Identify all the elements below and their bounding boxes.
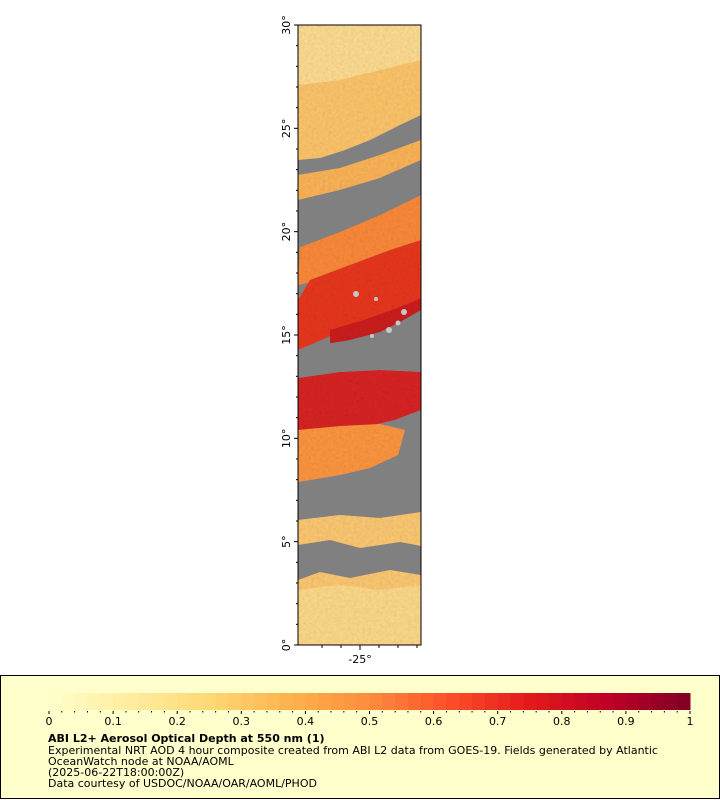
colorbar-tick-label: 1 (687, 715, 694, 728)
colorbar-tick-label: 0.2 (168, 715, 186, 728)
aod-region-core-dark (330, 298, 421, 350)
caption-line-1: Experimental NRT AOD 4 hour composite cr… (48, 744, 658, 757)
no-data-patch (298, 540, 421, 580)
latitude-axis: 0° 5° 10° 15° 20° 25° 30° (280, 15, 298, 651)
colorbar-cell (254, 693, 268, 710)
aod-field (298, 25, 421, 645)
colorbar-cell (74, 693, 88, 710)
colorbar-cell (433, 693, 447, 710)
colorbar-cell (241, 693, 255, 710)
lat-tick-label: 5° (280, 535, 293, 548)
colorbar-tick-label: 0.9 (617, 715, 635, 728)
colorbar-cell (613, 693, 627, 710)
islands (353, 291, 407, 338)
no-data-patch (298, 160, 421, 248)
colorbar-cell (638, 693, 653, 710)
colorbar-cell (279, 693, 294, 710)
lat-tick-label: 0° (280, 639, 293, 652)
lat-tick-label: 10° (280, 429, 293, 449)
colorbar-cell (587, 693, 601, 710)
colorbar-tick-label: 0 (46, 715, 53, 728)
colorbar-cell (625, 693, 640, 710)
colorbar-cell (407, 693, 422, 710)
colorbar-cell (523, 693, 537, 710)
colorbar-cell (536, 693, 550, 710)
lat-tick-label: 25° (280, 119, 293, 139)
lat-tick-label: 15° (280, 325, 293, 345)
colorbar-cell (331, 693, 345, 710)
lon-tick-label: -25° (348, 653, 371, 666)
colorbar-tick-label: 0.3 (233, 715, 251, 728)
colorbar-tick-label: 0.5 (361, 715, 379, 728)
no-data-patch (298, 310, 421, 376)
colorbar-cell (292, 693, 306, 710)
colorbar-cell (497, 693, 512, 710)
colorbar-cell (600, 693, 614, 710)
colorbar-cell (677, 693, 691, 710)
aod-region-north-streak (298, 140, 421, 200)
caption-line-4: Data courtesy of USDOC/NOAA/OAR/AOML/PHO… (48, 777, 317, 790)
colorbar-cell (651, 693, 665, 710)
aod-region-mid-orange (298, 195, 421, 285)
colorbar-cell (395, 693, 409, 710)
colorbar-tick-label: 0.4 (297, 715, 315, 728)
colorbar-cell (113, 693, 127, 710)
aod-region-south-orange (298, 424, 405, 482)
lat-tick-label: 20° (280, 222, 293, 242)
colorbar-cell (49, 693, 63, 710)
colorbar-cell (382, 693, 396, 710)
colorbar-cell (125, 693, 140, 710)
colorbar-cell (318, 693, 332, 710)
colorbar-cell (177, 693, 191, 710)
colorbar-cell (266, 693, 281, 710)
colorbar-cell (574, 693, 588, 710)
colorbar-tick-label: 0.6 (425, 715, 443, 728)
colorbar-cell (664, 693, 678, 710)
colorbar-cell (215, 693, 229, 710)
colorbar-cell (305, 693, 319, 710)
longitude-axis: -25° (321, 645, 418, 666)
colorbar-cell (61, 693, 76, 710)
colorbar-tick-label: 0.1 (104, 715, 122, 728)
caption-line-2: OceanWatch node at NOAA/AOML (48, 755, 234, 768)
colorbar-cell (561, 693, 576, 710)
colorbar-cell (151, 693, 165, 710)
colorbar-cell (420, 693, 435, 710)
colorbar-cell (510, 693, 524, 710)
colorbar-cell (446, 693, 460, 710)
colorbar-tick-label: 0.8 (553, 715, 571, 728)
colorbar-cell (472, 693, 486, 710)
colorbar-cell (459, 693, 473, 710)
lat-tick-label: 30° (280, 15, 293, 35)
aod-region-north-pale (298, 25, 421, 85)
aod-region-south-red (298, 370, 421, 435)
colorbar-cell (228, 693, 242, 710)
caption-title: ABI L2+ Aerosol Optical Depth at 550 nm … (48, 732, 325, 745)
colorbar-cell (138, 693, 153, 710)
caption-line-3: (2025-06-22T18:00:00Z) (48, 766, 185, 779)
colorbar-cell (369, 693, 383, 710)
colorbar-cell (548, 693, 563, 710)
colorbar-tick-label: 0.7 (489, 715, 507, 728)
aod-region-equator (298, 585, 421, 645)
colorbar-cell (164, 693, 178, 710)
colorbar-cells (49, 693, 691, 710)
colorbar-cell (484, 693, 499, 710)
colorbar-cell (202, 693, 217, 710)
colorbar-cell (190, 693, 204, 710)
aod-region-core (298, 240, 421, 350)
aod-colorbar: 0 0.1 0.2 0.3 0.4 0.5 0.6 0.7 0.8 0.9 1 (46, 693, 694, 728)
colorbar-cell (343, 693, 358, 710)
colorbar-cell (100, 693, 114, 710)
colorbar-cell (356, 693, 370, 710)
legend-panel: 0 0.1 0.2 0.3 0.4 0.5 0.6 0.7 0.8 0.9 1 ABI L2+ Ae… (0, 675, 720, 799)
aod-map: 0° 5° 10° 15° 20° 25° 30° -25° (280, 15, 422, 666)
colorbar-cell (87, 693, 101, 710)
colorbar-ticks: 0 0.1 0.2 0.3 0.4 0.5 0.6 0.7 0.8 0.9 1 (46, 711, 694, 728)
